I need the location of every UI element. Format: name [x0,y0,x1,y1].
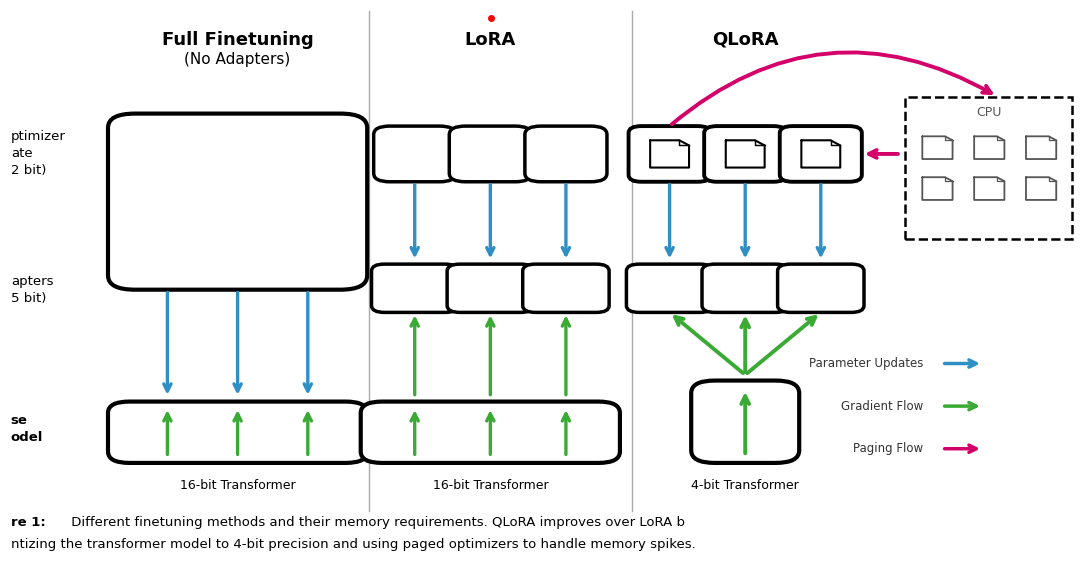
Text: 16-bit Transformer: 16-bit Transformer [432,479,549,492]
FancyBboxPatch shape [704,126,786,182]
FancyBboxPatch shape [361,402,620,463]
Text: Different finetuning methods and their memory requirements. QLoRA improves over : Different finetuning methods and their m… [67,516,685,529]
Text: 16-bit Transformer: 16-bit Transformer [179,479,296,492]
FancyBboxPatch shape [372,264,458,312]
FancyBboxPatch shape [447,264,534,312]
FancyBboxPatch shape [374,126,456,182]
FancyBboxPatch shape [523,264,609,312]
Text: LoRA: LoRA [464,31,516,49]
FancyBboxPatch shape [525,126,607,182]
Text: ptimizer
ate
2 bit): ptimizer ate 2 bit) [11,130,66,177]
FancyBboxPatch shape [108,402,367,463]
Text: Gradient Flow: Gradient Flow [841,400,923,412]
FancyBboxPatch shape [108,114,367,290]
FancyBboxPatch shape [780,126,862,182]
Text: Full Finetuning: Full Finetuning [162,31,313,49]
FancyBboxPatch shape [629,126,711,182]
FancyBboxPatch shape [691,381,799,463]
Text: re 1:: re 1: [11,516,45,529]
FancyBboxPatch shape [905,97,1072,239]
FancyBboxPatch shape [778,264,864,312]
FancyBboxPatch shape [449,126,531,182]
Text: Parameter Updates: Parameter Updates [809,357,923,370]
FancyBboxPatch shape [702,264,788,312]
Text: 4-bit Transformer: 4-bit Transformer [691,479,799,492]
Text: apters
5 bit): apters 5 bit) [11,275,53,304]
Text: Paging Flow: Paging Flow [853,442,923,455]
Text: CPU: CPU [976,106,1001,119]
Text: se
odel: se odel [11,414,43,444]
Text: (No Adapters): (No Adapters) [185,52,291,67]
FancyBboxPatch shape [626,264,713,312]
Text: ntizing the transformer model to 4-bit precision and using paged optimizers to h: ntizing the transformer model to 4-bit p… [11,538,696,552]
Text: QLoRA: QLoRA [712,31,779,49]
